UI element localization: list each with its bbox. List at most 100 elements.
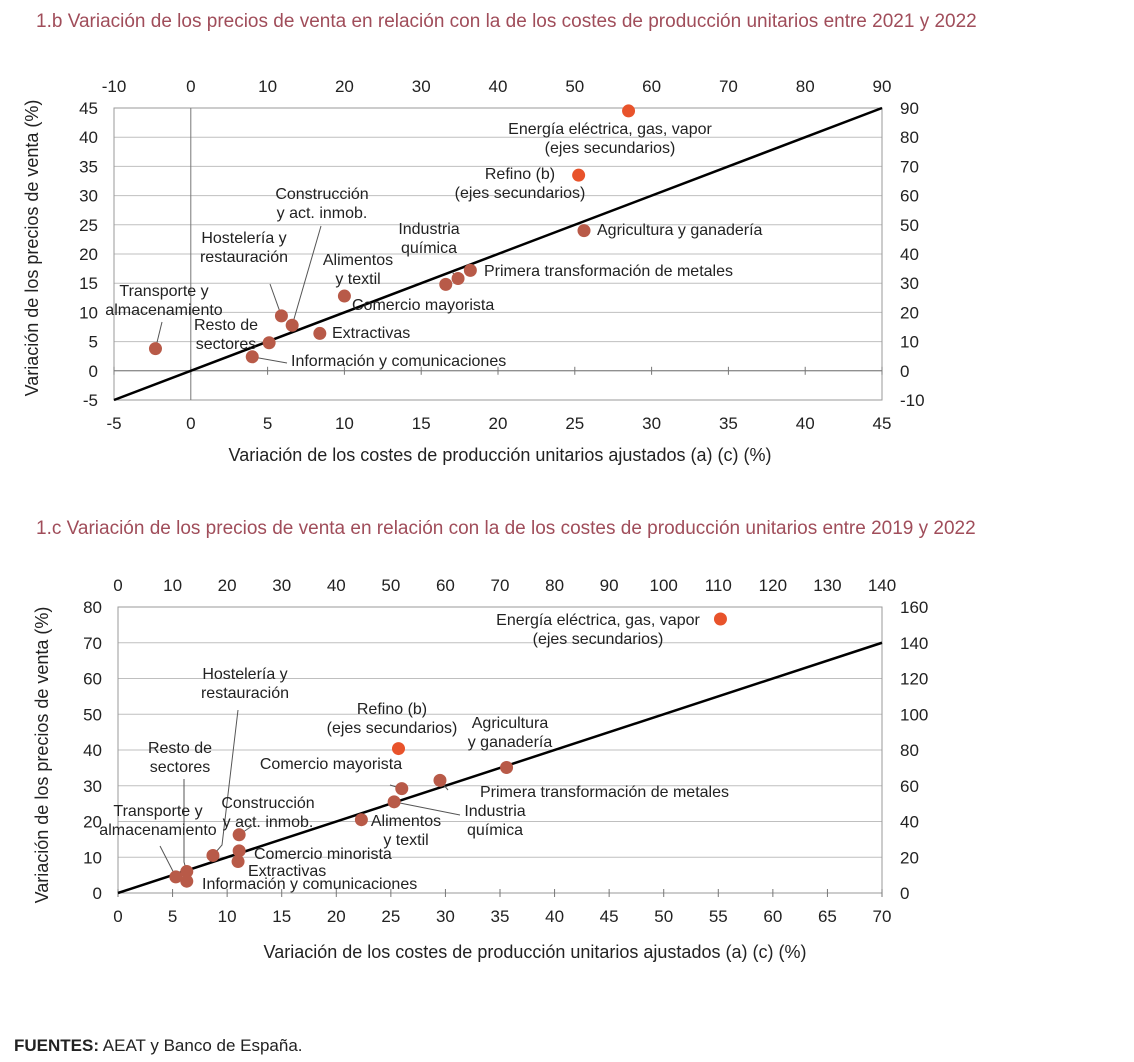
y2-tick-label: 60 <box>900 777 919 796</box>
point-label: Información y comunicaciones <box>291 353 506 370</box>
point-label: Comercio minorista <box>254 846 392 863</box>
data-point <box>354 813 368 827</box>
data-point <box>500 761 514 775</box>
x-tick-label: 45 <box>600 907 619 926</box>
x-axis-title: Variación de los costes de producción un… <box>229 445 772 465</box>
y2-tick-label: 20 <box>900 303 919 322</box>
y2-tick-label: 90 <box>900 99 919 118</box>
point-label: Energía eléctrica, gas, vapor (ejes secun… <box>496 612 700 648</box>
x-tick-label: 20 <box>489 414 508 433</box>
data-point <box>148 342 162 356</box>
point-label: Transporte y almacenamiento <box>99 803 217 839</box>
x2-tick-label: 140 <box>868 576 896 595</box>
x2-tick-label: 10 <box>163 576 182 595</box>
y2-tick-label: -10 <box>900 391 925 410</box>
x-tick-label: 35 <box>719 414 738 433</box>
y2-tick-label: 20 <box>900 848 919 867</box>
svg-text:química: química <box>467 822 523 839</box>
y2-tick-label: 40 <box>900 245 919 264</box>
point-label: Agricultura y ganadería <box>468 715 553 751</box>
x2-tick-label: -10 <box>102 77 127 96</box>
point-label: Construcción y act. inmob. <box>275 186 368 222</box>
x-tick-label: 25 <box>565 414 584 433</box>
svg-text:Transporte y: Transporte y <box>119 283 208 300</box>
svg-text:(ejes secundarios): (ejes secundarios) <box>455 185 586 202</box>
y-tick-label: 40 <box>79 128 98 147</box>
point-label: Extractivas <box>248 863 326 880</box>
point-label: Hostelería y restauración <box>200 230 288 266</box>
y2-tick-label: 60 <box>900 187 919 206</box>
x-tick-label: 65 <box>818 907 837 926</box>
y2-tick-label: 140 <box>900 634 928 653</box>
svg-text:Industria: Industria <box>398 221 459 238</box>
x-tick-label: 5 <box>263 414 272 433</box>
point-label: Agricultura y ganadería <box>597 222 763 239</box>
svg-text:y textil: y textil <box>335 271 380 288</box>
data-point <box>577 224 591 238</box>
y-tick-label: 5 <box>89 333 98 352</box>
x-tick-label: 15 <box>412 414 431 433</box>
svg-text:Extractivas: Extractivas <box>332 325 410 342</box>
data-point <box>713 612 727 626</box>
y-tick-label: 10 <box>79 303 98 322</box>
y2-tick-label: 0 <box>900 362 909 381</box>
y-tick-label: 30 <box>79 187 98 206</box>
point-label: Transporte y almacenamiento <box>105 283 223 319</box>
x-tick-label: 45 <box>873 414 892 433</box>
y-tick-label: 40 <box>83 741 102 760</box>
svg-text:Resto de: Resto de <box>194 317 258 334</box>
y-tick-label: 0 <box>89 362 98 381</box>
point-label: Resto de sectores <box>148 740 212 776</box>
svg-text:Comercio mayorista: Comercio mayorista <box>352 297 494 314</box>
y2-tick-label: 70 <box>900 157 919 176</box>
point-label: Resto de sectores <box>194 317 258 353</box>
leader-line <box>291 225 322 326</box>
chart-title-1b: 1.b Variación de los precios de venta en… <box>36 11 977 32</box>
point-label: Comercio mayorista <box>260 756 402 773</box>
y-tick-label: 15 <box>79 274 98 293</box>
svg-text:Alimentos: Alimentos <box>371 813 441 830</box>
x-tick-label: 40 <box>796 414 815 433</box>
point-label: Primera transformación de metales <box>484 263 733 280</box>
x2-tick-label: 40 <box>327 576 346 595</box>
diagonal-line <box>113 106 883 402</box>
data-point <box>572 168 586 182</box>
x-tick-label: 40 <box>545 907 564 926</box>
x-tick-label: 50 <box>654 907 673 926</box>
y-tick-label: 20 <box>83 813 102 832</box>
svg-text:Comercio minorista: Comercio minorista <box>254 846 392 863</box>
svg-text:sectores: sectores <box>196 336 256 353</box>
svg-text:Energía eléctrica, gas, vapor: Energía eléctrica, gas, vapor <box>496 612 700 629</box>
x2-tick-label: 20 <box>335 77 354 96</box>
svg-text:Alimentos: Alimentos <box>323 252 393 269</box>
x2-tick-label: 30 <box>412 77 431 96</box>
data-point <box>451 272 465 286</box>
data-point <box>391 742 405 756</box>
y-axis-title: Variación de los precios de venta (%) <box>32 607 52 904</box>
x-tick-label: 0 <box>186 414 195 433</box>
svg-text:Hostelería y: Hostelería y <box>201 230 286 247</box>
plot-frame <box>113 107 883 401</box>
svg-text:Transporte y: Transporte y <box>113 803 202 820</box>
y2-tick-label: 50 <box>900 216 919 235</box>
svg-text:Energía eléctrica, gas, vapor: Energía eléctrica, gas, vapor <box>508 121 712 138</box>
x2-tick-label: 130 <box>813 576 841 595</box>
x2-tick-label: 0 <box>186 77 195 96</box>
y2-tick-label: 40 <box>900 813 919 832</box>
data-point <box>463 263 477 277</box>
x2-tick-label: 110 <box>705 576 732 595</box>
x2-tick-label: 90 <box>873 77 892 96</box>
y2-tick-label: 160 <box>900 598 928 617</box>
data-point <box>433 773 447 787</box>
x-tick-label: 15 <box>272 907 291 926</box>
data-point <box>169 870 183 884</box>
chart-title-1c: 1.c Variación de los precios de venta en… <box>36 518 976 539</box>
y-tick-label: -5 <box>83 391 98 410</box>
x2-tick-label: 80 <box>796 77 815 96</box>
x2-tick-label: 20 <box>218 576 237 595</box>
svg-text:Resto de: Resto de <box>148 740 212 757</box>
svg-text:Comercio mayorista: Comercio mayorista <box>260 756 402 773</box>
y2-tick-label: 120 <box>900 670 928 689</box>
data-point <box>232 844 246 858</box>
data-point <box>387 795 401 809</box>
